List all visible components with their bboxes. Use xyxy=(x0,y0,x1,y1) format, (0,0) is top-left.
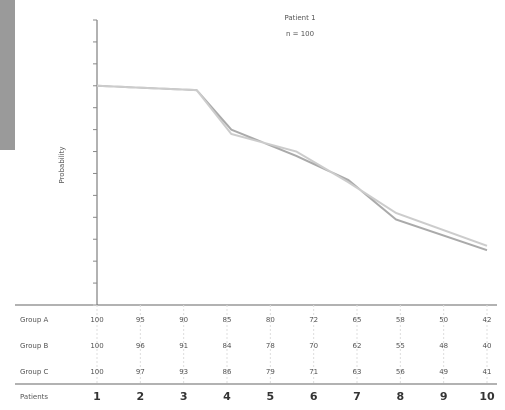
x-tick-label: 9 xyxy=(440,390,448,403)
table-cell: 96 xyxy=(136,342,145,350)
table-cell: 55 xyxy=(396,342,405,350)
table-row-label: Patients xyxy=(20,393,48,401)
chart-subtitle: n = 100 xyxy=(286,30,314,38)
x-tick-label: 7 xyxy=(353,390,361,403)
table-cell: 85 xyxy=(223,316,232,324)
table-cell: 86 xyxy=(223,368,232,376)
y-axis-label: Probability xyxy=(58,146,66,183)
side-image xyxy=(0,0,15,150)
x-tick-label: 2 xyxy=(137,390,145,403)
chart-title: Patient 1 xyxy=(284,14,315,22)
table-cell: 93 xyxy=(179,368,188,376)
x-tick-label: 8 xyxy=(397,390,405,403)
table-row-label: Group C xyxy=(20,368,49,376)
table-cell: 48 xyxy=(439,342,448,350)
table-cell: 84 xyxy=(223,342,232,350)
x-tick-label: 3 xyxy=(180,390,188,403)
table-cell: 100 xyxy=(90,316,103,324)
table-cell: 58 xyxy=(396,316,405,324)
table-cell: 71 xyxy=(309,368,318,376)
table-cell: 41 xyxy=(483,368,492,376)
x-tick-label: 5 xyxy=(267,390,275,403)
table-cell: 65 xyxy=(353,316,362,324)
table-cell: 80 xyxy=(266,316,275,324)
chart: Patient 1 n = 100 Probability 1234567891… xyxy=(0,0,505,406)
table-cell: 50 xyxy=(439,316,448,324)
table-cell: 63 xyxy=(353,368,362,376)
table-cell: 56 xyxy=(396,368,405,376)
table-cell: 70 xyxy=(309,342,318,350)
table-cell: 100 xyxy=(90,342,103,350)
x-tick-label: 6 xyxy=(310,390,318,403)
series-line xyxy=(97,86,487,246)
table-cell: 49 xyxy=(439,368,448,376)
table-row-label: Group B xyxy=(20,342,49,350)
x-tick-label: 1 xyxy=(93,390,101,403)
table-cell: 95 xyxy=(136,316,145,324)
table-cell: 72 xyxy=(309,316,318,324)
table-cell: 90 xyxy=(179,316,188,324)
table-cell: 97 xyxy=(136,368,145,376)
table-cell: 40 xyxy=(483,342,492,350)
x-tick-label: 4 xyxy=(223,390,231,403)
table-row-label: Group A xyxy=(20,316,49,324)
table-cell: 42 xyxy=(483,316,492,324)
x-tick-label: 10 xyxy=(479,390,495,403)
table-cell: 79 xyxy=(266,368,275,376)
table-cell: 100 xyxy=(90,368,103,376)
table-cell: 91 xyxy=(179,342,188,350)
table-cell: 78 xyxy=(266,342,275,350)
table-cell: 62 xyxy=(353,342,362,350)
